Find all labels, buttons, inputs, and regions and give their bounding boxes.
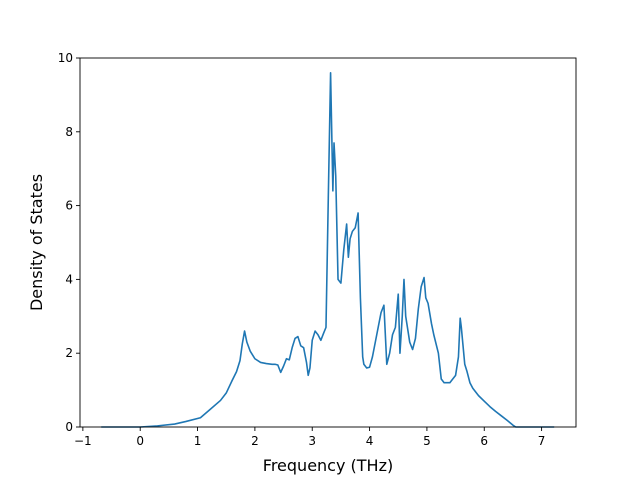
y-tick-label: 2 <box>65 346 73 360</box>
x-tick-label: −1 <box>74 434 92 448</box>
plot-frame <box>79 57 577 428</box>
y-axis-label: Density of States <box>27 174 46 311</box>
x-axis-ticks: −1 0 1 2 3 4 5 6 7 <box>74 427 545 448</box>
x-tick-label: 4 <box>366 434 374 448</box>
x-tick-label: 6 <box>480 434 488 448</box>
y-tick-label: 6 <box>65 199 73 213</box>
x-tick-label: 2 <box>251 434 259 448</box>
x-tick-label: 5 <box>423 434 431 448</box>
y-tick-label: 0 <box>65 420 73 434</box>
y-axis-ticks: 0 2 4 6 8 10 <box>58 51 80 434</box>
x-tick-label: 1 <box>194 434 202 448</box>
series-line-0 <box>101 71 555 428</box>
x-tick-label: 7 <box>538 434 546 448</box>
x-tick-label: 0 <box>136 434 144 448</box>
plot-area <box>79 57 577 428</box>
y-tick-label: 10 <box>58 51 73 65</box>
y-tick-label: 8 <box>65 125 73 139</box>
y-tick-label: 4 <box>65 272 73 286</box>
x-tick-label: 3 <box>308 434 316 448</box>
x-axis-label: Frequency (THz) <box>263 456 393 475</box>
